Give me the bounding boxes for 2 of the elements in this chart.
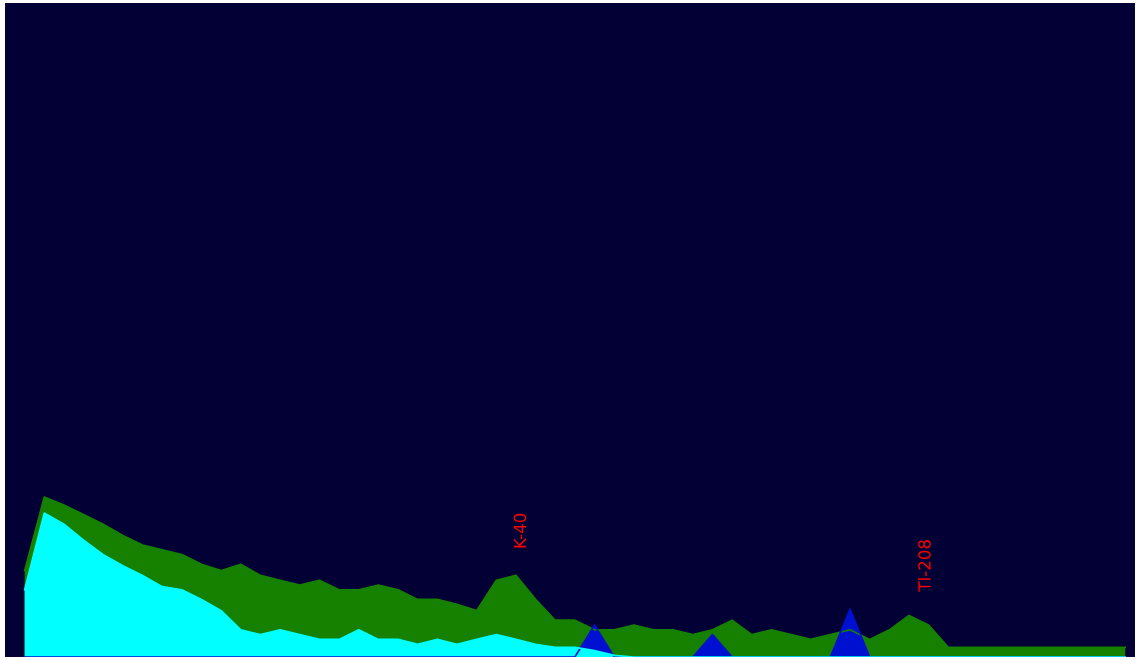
annotation: K-40 xyxy=(513,513,527,548)
annotation: Tl-208 xyxy=(917,540,931,592)
